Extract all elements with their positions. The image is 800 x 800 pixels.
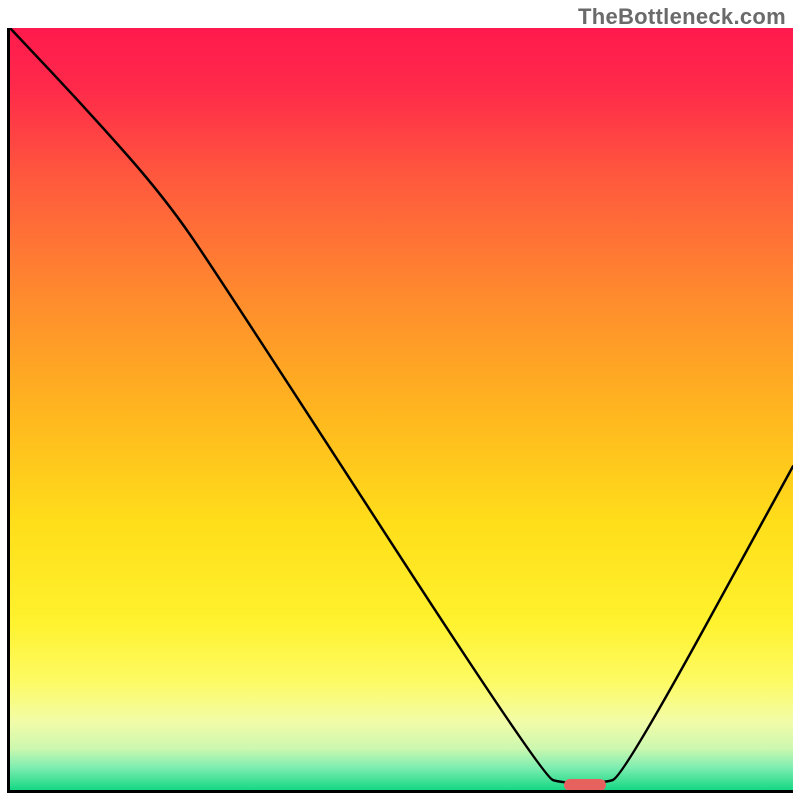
bottleneck-curve <box>10 28 793 790</box>
bottleneck-chart: TheBottleneck.com <box>0 0 800 800</box>
watermark-text: TheBottleneck.com <box>578 4 786 30</box>
trough-marker <box>564 779 606 791</box>
plot-area <box>7 28 793 793</box>
